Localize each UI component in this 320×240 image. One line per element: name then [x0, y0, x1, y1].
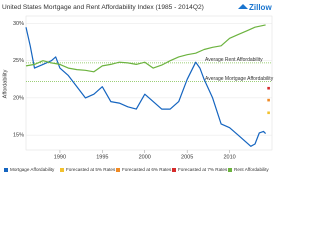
x-tick-label: 2000 — [139, 154, 151, 160]
reference-label: Average Rent Affordability — [205, 57, 263, 63]
series-line — [25, 24, 266, 73]
y-tick-label: 25% — [13, 58, 24, 64]
y-tick-label: 20% — [13, 95, 24, 101]
legend-label: Rent Affordability — [234, 167, 269, 172]
logo: Zillow — [238, 3, 272, 12]
logo-icon — [238, 4, 248, 9]
legend-swatch — [4, 168, 8, 172]
reference-label: Average Mortgage Affordability — [205, 76, 274, 82]
legend-label: Forecasted at 7% Rates — [178, 167, 228, 172]
x-tick-label: 2010 — [223, 154, 235, 160]
legend-label: Mortgage Affordability — [10, 167, 55, 172]
x-tick-label: 2005 — [181, 154, 193, 160]
legend-swatch — [228, 168, 232, 172]
forecast-point — [267, 86, 270, 90]
legend-label: Forecasted at 6% Rates — [122, 167, 172, 172]
x-tick-label: 1995 — [96, 154, 108, 160]
legend-swatch — [60, 168, 64, 172]
legend-label: Forecasted at 5% Rates — [66, 167, 116, 172]
legend-swatch — [116, 168, 120, 172]
chart: United States Mortgage and Rent Affordab… — [2, 3, 274, 172]
logo-text: Zillow — [249, 3, 272, 12]
y-tick-label: 15% — [13, 133, 24, 139]
legend-swatch — [172, 168, 176, 172]
forecast-point — [267, 98, 270, 102]
y-axis-label: Affordability — [2, 69, 8, 98]
forecast-point — [267, 111, 270, 115]
chart-title: United States Mortgage and Rent Affordab… — [2, 4, 204, 11]
x-tick-label: 1990 — [54, 154, 66, 160]
y-tick-label: 30% — [13, 21, 24, 27]
